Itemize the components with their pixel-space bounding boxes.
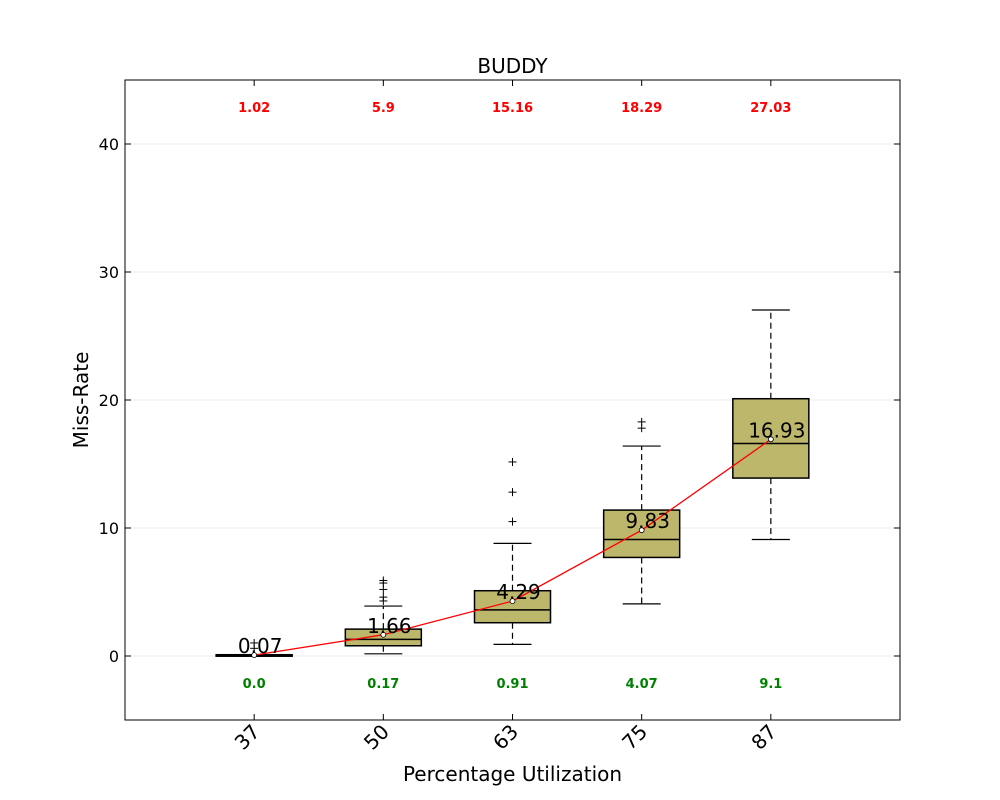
outlier-marker (379, 576, 388, 585)
y-tick-label: 10 (99, 519, 119, 538)
box-63 (473, 457, 552, 645)
mean-marker (509, 598, 516, 604)
outlier-marker (379, 593, 388, 602)
outlier-marker (637, 417, 646, 426)
x-tick-label: 75 (617, 720, 652, 755)
mean-marker (380, 631, 387, 638)
x-tick-label: 50 (359, 720, 394, 755)
y-axis-label: Miss-Rate (69, 352, 93, 449)
box-body (473, 589, 552, 624)
min-value-label: 9.1 (759, 677, 782, 692)
outlier-marker (508, 517, 517, 526)
grid-layer (125, 143, 900, 657)
mean-value-label: 1.66 (367, 614, 412, 638)
max-value-label: 18.29 (621, 101, 662, 116)
x-axis-label: Percentage Utilization (403, 762, 622, 786)
outlier-marker (508, 457, 517, 466)
mean-marker (638, 527, 645, 534)
mean-marker (251, 652, 258, 659)
max-value-label: 1.02 (238, 101, 270, 116)
min-value-label: 0.17 (367, 677, 399, 692)
max-value-label: 5.9 (372, 101, 395, 116)
min-value-label: 0.91 (496, 677, 528, 692)
mean-value-label: 16.93 (748, 418, 805, 442)
y-tick-label: 20 (99, 391, 119, 410)
mean-value-label: 9.83 (625, 509, 670, 533)
mean-marker (767, 436, 774, 443)
max-value-label: 15.16 (492, 101, 533, 116)
outlier-marker (508, 488, 517, 497)
chart-title: BUDDY (477, 54, 548, 78)
plot-layer: 0.07 1.66 4.29 9.83 16.93 1.02 5.9 15.16 18.29 27… (215, 101, 810, 692)
x-tick-label: 87 (746, 720, 781, 755)
y-tick-label: 40 (99, 135, 119, 154)
x-tick-label: 63 (488, 720, 523, 755)
min-value-label: 4.07 (626, 677, 658, 692)
outlier-marker (250, 638, 259, 647)
box-75 (602, 417, 681, 605)
y-tick-label: 0 (109, 647, 119, 666)
box-body (602, 509, 681, 559)
max-value-label: 27.03 (750, 101, 791, 116)
y-tick-label: 30 (99, 263, 119, 282)
x-tick-label: 37 (230, 720, 265, 755)
mean-value-label: 0.07 (238, 634, 283, 658)
min-value-label: 0.0 (243, 677, 266, 692)
mean-value-label: 4.29 (496, 580, 541, 604)
